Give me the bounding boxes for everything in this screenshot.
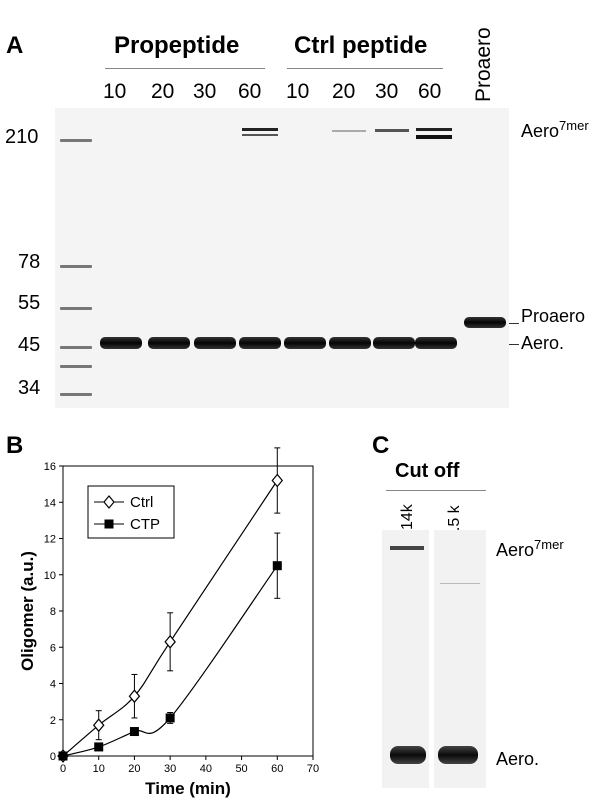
- mw-marker-78: 78: [18, 251, 41, 273]
- band-label-proaero: Proaero: [521, 306, 586, 326]
- y-tick-label-10: 10: [44, 570, 56, 582]
- ctrl-peptide-group-title: Ctrl peptide: [294, 32, 428, 59]
- x-tick-label-20: 20: [128, 763, 140, 775]
- x-tick-label-30: 30: [164, 763, 176, 775]
- lane-label-prop-60: 60: [238, 80, 262, 103]
- legend-marker-ctrl: [103, 495, 115, 509]
- mw-marker-210: 210: [5, 126, 39, 148]
- panel-a-letter: A: [6, 32, 24, 59]
- lane-label-ctrl-10: 10: [286, 80, 310, 103]
- cut-off-title: Cut off: [395, 460, 460, 482]
- propeptide-group-rule: [105, 68, 265, 69]
- band-label-aero-a: Aero.: [521, 333, 565, 353]
- legend-marker-ctp: [104, 519, 114, 529]
- mw-marker-55: 55: [18, 292, 41, 314]
- series-line-ctrl: [62, 480, 278, 757]
- propeptide-group-title: Propeptide: [114, 32, 240, 59]
- x-tick-label-0: 0: [60, 763, 66, 775]
- point-ctp-20: [129, 727, 139, 737]
- y-tick-label-4: 4: [50, 679, 56, 691]
- aero-band-3-5k: [438, 746, 478, 764]
- y-tick-label-14: 14: [44, 497, 56, 509]
- lane-label-14k: 14k: [399, 504, 416, 530]
- aero-leader-line: [509, 344, 519, 345]
- y-tick-label-2: 2: [50, 715, 56, 727]
- panel-b-letter: B: [6, 432, 24, 459]
- legend-label-ctp: CTP: [130, 516, 160, 533]
- panel-c-letter: C: [372, 432, 390, 459]
- point-ctrl-10: [92, 718, 105, 733]
- lane-label-ctrl-30: 30: [375, 80, 399, 103]
- point-ctrl-20: [128, 689, 141, 704]
- point-ctp-0: [58, 751, 68, 761]
- point-ctrl-60: [271, 473, 284, 488]
- point-ctp-10: [94, 742, 104, 752]
- lane-label-prop-30: 30: [193, 80, 217, 103]
- mw-marker-45: 45: [18, 334, 41, 356]
- series-line-ctp: [62, 565, 278, 757]
- y-tick-label-8: 8: [50, 606, 56, 618]
- x-tick-label-10: 10: [93, 763, 105, 775]
- gel-image-a: [55, 108, 509, 408]
- gel-image-c: [382, 530, 486, 788]
- legend-label-ctrl: Ctrl: [130, 494, 153, 511]
- lane-label-ctrl-20: 20: [332, 80, 356, 103]
- x-tick-label-50: 50: [235, 763, 247, 775]
- y-axis-label: Oligomer (a.u.): [18, 551, 37, 671]
- band-label-aero-7mer-a: Aero7mer: [521, 118, 589, 141]
- aero-heptamer-bands: [242, 128, 452, 139]
- x-axis-label: Time (min): [145, 779, 231, 798]
- x-tick-label-70: 70: [307, 763, 319, 775]
- y-tick-label-6: 6: [50, 642, 56, 654]
- lane-label-ctrl-60: 60: [418, 80, 442, 103]
- ctrl-peptide-group-rule: [287, 68, 443, 69]
- y-tick-label-16: 16: [44, 461, 56, 473]
- band-label-aero-7mer-c: Aero7mer: [496, 537, 564, 560]
- mw-marker-34: 34: [18, 377, 41, 399]
- legend-box: [87, 485, 175, 539]
- band-label-aero-c: Aero.: [496, 749, 540, 769]
- point-ctrl-30: [164, 634, 176, 649]
- point-ctp-30: [165, 713, 175, 723]
- aero-band-14k: [390, 746, 426, 764]
- aero-monomer-bands: [100, 317, 506, 349]
- heptamer-band-14k: [390, 546, 424, 550]
- marker-ladder: [60, 139, 92, 396]
- oligomer-chart: 0 10 20 30 40 50 60 70 0 2 4 6 8 10 12 14 16 Time (min) Ol…: [18, 447, 319, 798]
- x-tick-label-40: 40: [200, 763, 212, 775]
- y-tick-label-12: 12: [44, 534, 56, 546]
- lane-label-prop-10: 10: [103, 80, 127, 103]
- cut-off-rule: [386, 490, 486, 491]
- point-ctp-60: [272, 561, 282, 571]
- y-tick-label-0: 0: [50, 751, 56, 763]
- x-tick-label-60: 60: [271, 763, 283, 775]
- lane-label-prop-20: 20: [151, 80, 175, 103]
- proaero-leader-line: [509, 323, 519, 324]
- lane-label-proaero: Proaero: [472, 27, 495, 102]
